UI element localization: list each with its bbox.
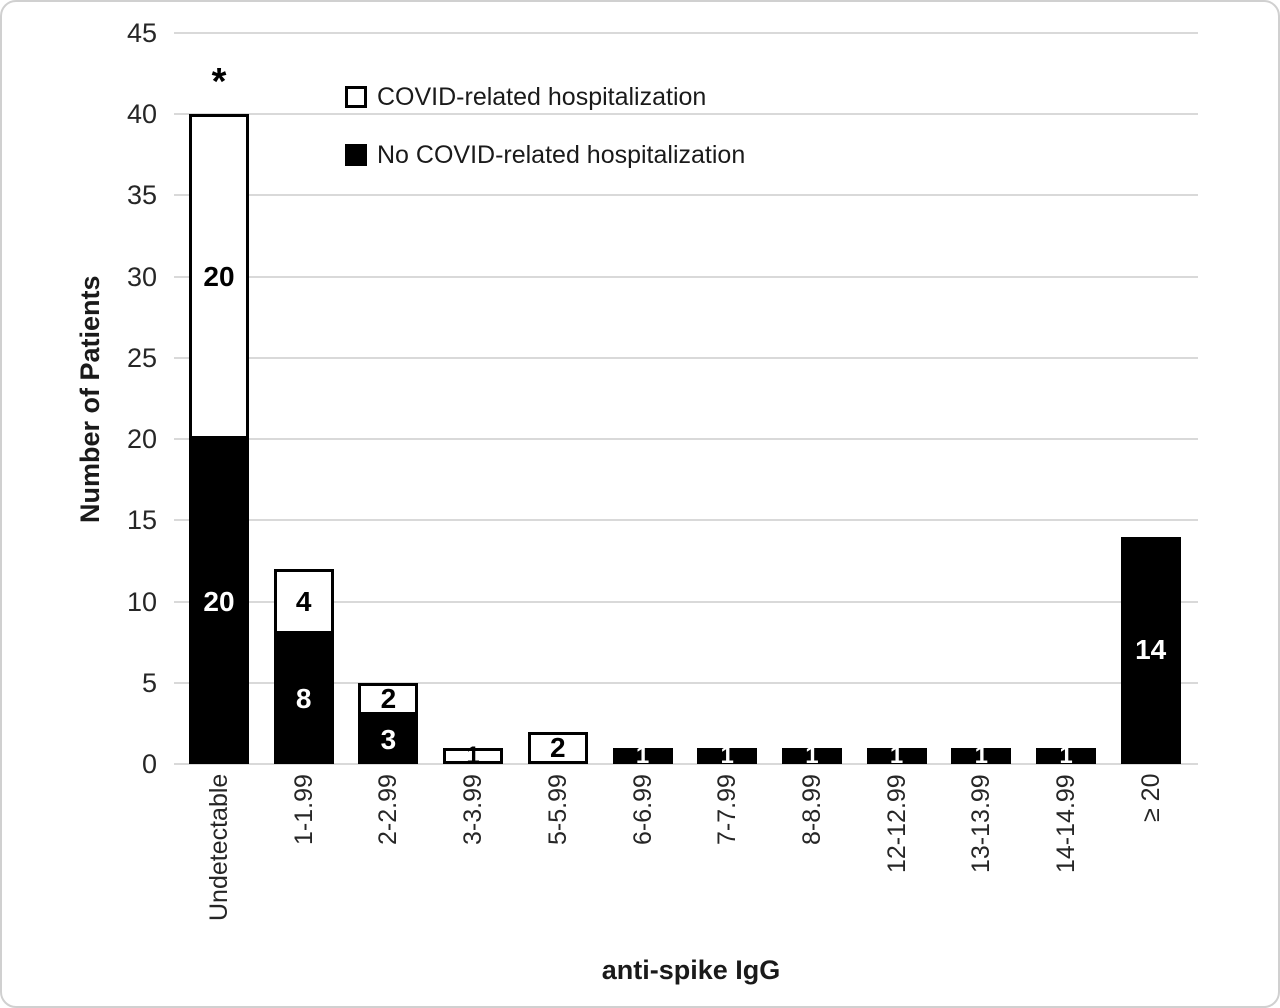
x-tick-label: ≥ 20 [1136,773,1165,822]
bar-segment [527,731,588,764]
y-tick-label: 10 [126,586,157,617]
y-tick-label: 30 [126,261,157,292]
x-tick-label: 13-13.99 [967,774,996,873]
gridline [174,763,1198,765]
bar-segment-label: 4 [295,585,312,617]
bar-segment [1036,747,1096,764]
legend: COVID-related hospitalization No COVID-r… [345,80,745,196]
x-tick-label: 12-12.99 [882,774,911,873]
y-axis-title: Number of Patients [75,275,105,523]
bar-segment [273,634,334,764]
bar-segment-label: 1 [889,741,904,769]
y-tick-label: 25 [126,342,157,373]
bar-segment [951,747,1012,764]
legend-item-no-covid-hospitalization: No COVID-related hospitalization [345,138,745,172]
bar-segment [358,715,419,764]
gridline [174,275,1198,278]
bar-segment [358,682,419,716]
y-tick-label: 0 [141,749,157,779]
bar-segment-label: 1 [720,741,734,769]
gridline [174,194,1198,197]
gridline [174,519,1198,522]
legend-label: No COVID-related hospitalization [377,140,746,169]
y-tick-label: 5 [141,667,157,698]
y-tick-label: 40 [126,99,157,129]
gridline [174,600,1198,603]
x-tick-label: 2-2.99 [374,774,403,845]
y-tick-label: 45 [126,17,157,48]
gridline [174,438,1198,440]
gridline [174,681,1198,684]
bar-segment-label: 14 [1135,634,1167,666]
x-axis-title: anti-spike IgG [601,955,781,985]
black-square-swatch-icon [345,144,367,166]
gridline [174,31,1198,34]
bar-segment-label: 3 [380,723,397,755]
gridline [174,113,1198,115]
gridline [174,356,1198,359]
bar-segment-label: 1 [1059,741,1073,769]
bar-segment-label: 20 [203,260,235,292]
bar-segment [781,747,842,764]
legend-label: COVID-related hospitalization [377,82,707,111]
bar-segment [612,747,673,764]
white-square-swatch-icon [345,86,367,108]
bar-segment [189,439,249,764]
bar-segment-label: 8 [295,683,312,714]
bar-segment [1120,536,1181,764]
x-tick-label: 6-6.99 [628,774,657,845]
x-tick-label: 1-1.99 [289,774,318,845]
y-tick-label: 20 [126,424,157,454]
bar-segment [443,747,504,764]
x-tick-label: 5-5.99 [543,774,572,845]
legend-item-covid-hospitalization: COVID-related hospitalization [345,80,745,114]
bar-segment-label: 20 [203,585,235,617]
bar-segment-label: 1 [805,741,819,769]
bar-segment-label: 1 [635,741,650,769]
x-tick-label: 14-14.99 [1052,774,1080,873]
bar-segment [866,747,927,764]
x-tick-label: Undetectable [205,773,233,921]
bar-segment [189,114,249,439]
bar-segment-label: 1 [466,741,480,769]
y-tick-label: 35 [126,180,157,211]
x-tick-label: 8-8.99 [797,774,826,845]
bar-segment [697,747,758,764]
bar-segment-label: 2 [550,731,566,763]
y-tick-label: 15 [126,505,157,536]
x-tick-label: 3-3.99 [459,774,488,845]
bar-segment-label: 1 [974,741,988,769]
bar-segment [273,569,334,634]
x-tick-label: 7-7.99 [713,774,742,845]
asterisk-annotation: * [211,61,227,103]
bar-segment-label: 2 [380,683,397,714]
